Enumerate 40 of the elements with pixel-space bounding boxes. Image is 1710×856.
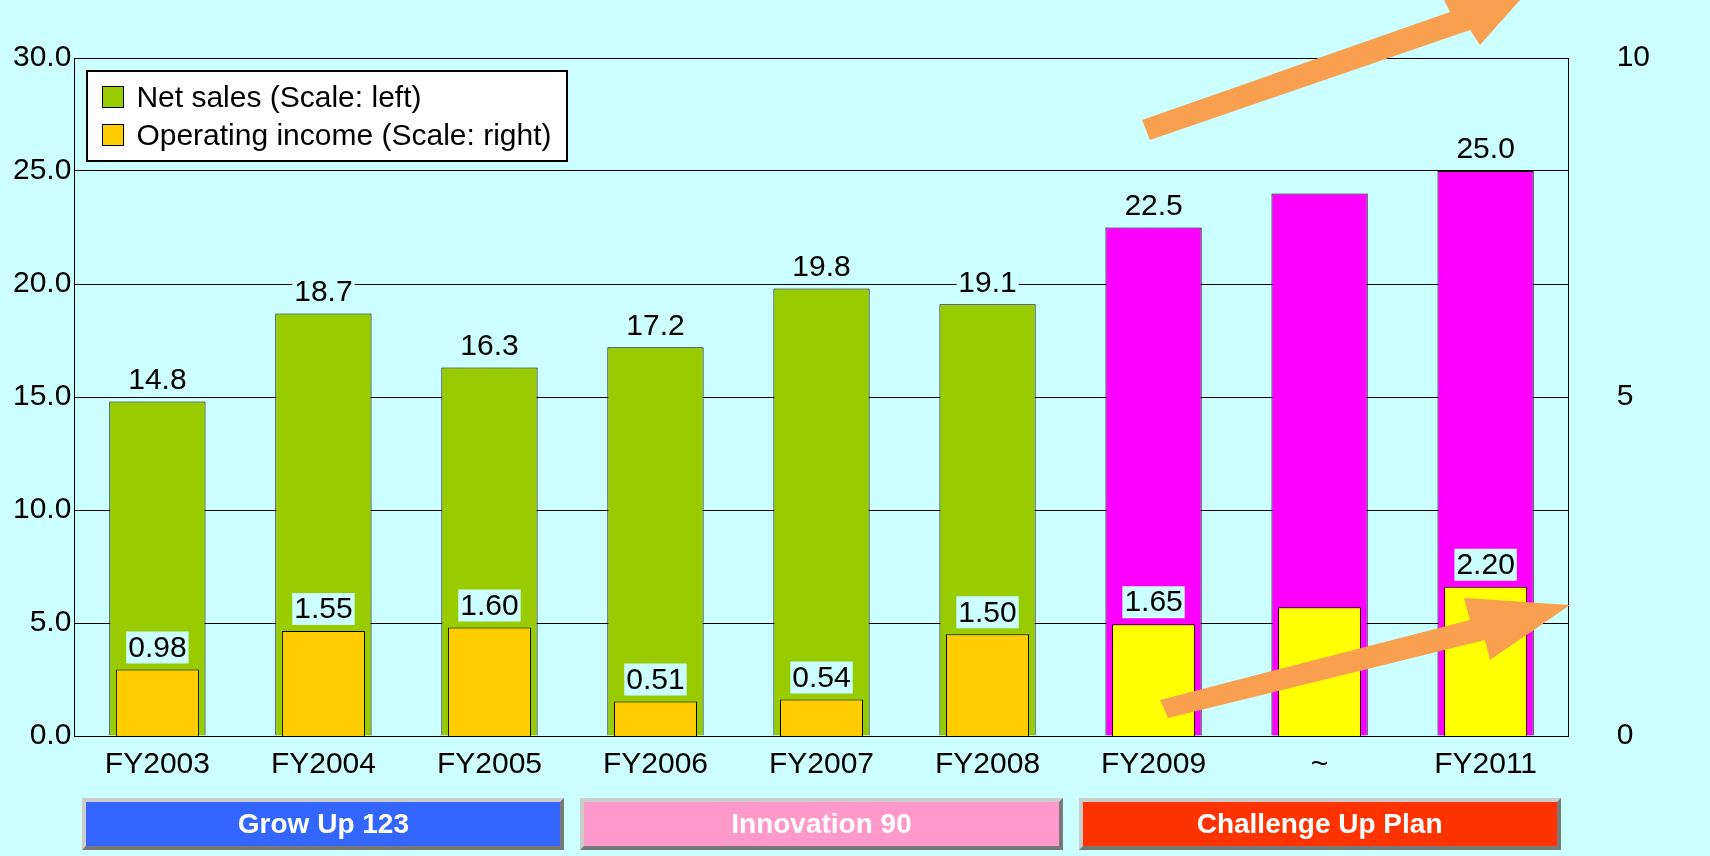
data-label: 22.5 — [1124, 187, 1183, 221]
x-tick-label: FY2006 — [602, 746, 709, 780]
x-tick-label: FY2005 — [436, 746, 542, 780]
data-label: 17.2 — [626, 307, 685, 341]
x-tick-label: FY2011 — [1434, 746, 1538, 780]
y-tick-label: 0.0 — [29, 717, 72, 751]
legend-label: Operating income (Scale: right) — [135, 118, 552, 152]
y2-tick-label: 10 — [1616, 39, 1651, 73]
data-label: 1.60 — [460, 587, 519, 621]
y2-tick-label: 5 — [1616, 378, 1634, 412]
y2-tick-label: 0 — [1616, 717, 1634, 751]
x-tick-label: FY2004 — [270, 746, 376, 780]
legend-label: Net sales (Scale: left) — [135, 80, 423, 114]
data-label: 14.8 — [128, 361, 187, 395]
y-tick-label: 30.0 — [13, 39, 72, 73]
data-label: 0.54 — [792, 659, 851, 693]
data-label: 1.55 — [294, 591, 353, 625]
y-tick-label: 25.0 — [13, 152, 72, 186]
x-tick-label: FY2008 — [935, 746, 1041, 780]
text: Grow Up 123 — [82, 798, 565, 850]
y-tick-label: 15.0 — [13, 378, 72, 412]
data-label: 1.65 — [1124, 584, 1183, 618]
x-tick-label: FY2009 — [1101, 746, 1207, 780]
text: Challenge Up Plan — [1078, 798, 1561, 850]
data-label: 1.50 — [958, 594, 1017, 628]
data-label: 18.7 — [294, 273, 353, 307]
x-tick-label: FY2003 — [104, 746, 210, 780]
x-tick-label: ~ — [1310, 746, 1329, 780]
data-label: 19.8 — [792, 248, 851, 282]
x-tick-label: FY2007 — [768, 746, 875, 780]
data-label: 0.98 — [128, 629, 187, 663]
data-label: 16.3 — [460, 327, 519, 361]
y-tick-label: 20.0 — [13, 265, 72, 299]
data-label: 25.0 — [1456, 131, 1515, 165]
text: Innovation 90 — [580, 798, 1063, 850]
data-label: 2.20 — [1456, 547, 1515, 581]
data-label: 19.1 — [958, 264, 1017, 298]
data-label: 0.51 — [626, 661, 685, 695]
y-tick-label: 5.0 — [29, 604, 72, 638]
y-tick-label: 10.0 — [13, 491, 72, 525]
